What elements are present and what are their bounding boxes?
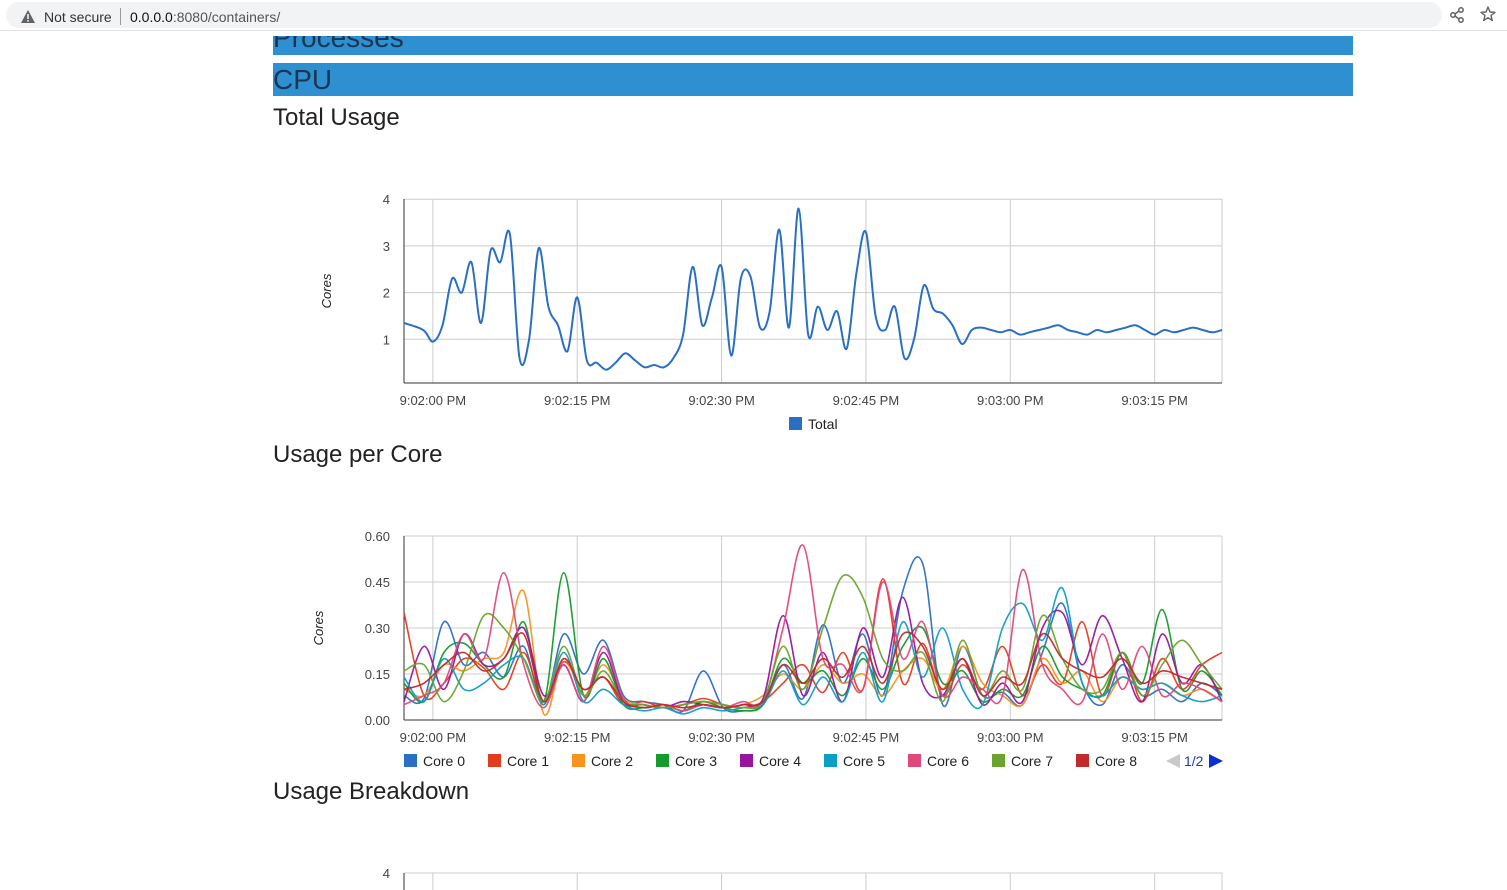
share-icon[interactable] [1450,7,1464,23]
core-x-tick: 9:02:00 PM [400,730,467,745]
core-series-line [403,587,1223,715]
total-y-tick: 2 [383,286,390,301]
core-series-line [403,544,1223,712]
core-series-line [403,596,1223,709]
total-series-line [403,207,1223,371]
url-text[interactable]: 0.0.0.0:8080/containers/ [130,9,280,25]
core-x-tick: 9:02:45 PM [833,730,900,745]
legend-core-swatch[interactable] [992,754,1005,767]
legend-total-label[interactable]: Total [808,416,838,432]
processes-header[interactable]: Processes [273,36,1353,55]
processes-title: Processes [273,36,404,53]
divider [120,8,121,25]
legend-core-swatch[interactable] [824,754,837,767]
legend-core-swatch[interactable] [572,754,585,767]
usage-per-core-title: Usage per Core [273,441,443,468]
legend-page-indicator: 1/2 [1184,753,1204,769]
total-x-tick: 9:03:15 PM [1121,393,1188,408]
legend-core-swatch[interactable] [908,754,921,767]
url-path: :8080/containers/ [172,9,281,25]
usage-breakdown-title: Usage Breakdown [273,778,470,805]
core-y-axis-label: Cores [311,610,326,645]
security-status[interactable]: Not secure [44,9,112,25]
total-x-tick: 9:02:45 PM [833,393,900,408]
legend-core-swatch[interactable] [740,754,753,767]
core-y-tick: 0.00 [365,713,390,728]
usage-breakdown-chart: 4 [383,866,1223,890]
core-y-tick: 0.60 [365,529,390,544]
legend-core-swatch[interactable] [1076,754,1089,767]
legend-core-label[interactable]: Core 0 [423,753,465,769]
breakdown-y-tick: 4 [383,866,390,881]
total-usage-chart: 9:02:00 PM 9:02:15 PM 9:02:30 PM 9:02:45 PM… [319,192,1223,432]
core-y-tick: 0.30 [365,621,390,636]
legend-core-swatch[interactable] [488,754,501,767]
core-x-tick: 9:03:15 PM [1121,730,1188,745]
core-x-tick: 9:02:30 PM [688,730,755,745]
legend-core-label[interactable]: Core 3 [675,753,717,769]
warning-icon[interactable] [21,10,35,23]
total-x-tick: 9:02:00 PM [400,393,467,408]
cpu-header[interactable]: CPU [273,63,1353,96]
total-y-axis-label: Cores [319,273,334,308]
bookmark-star-icon[interactable] [1480,6,1496,22]
usage-per-core-chart: 9:02:00 PM 9:02:15 PM 9:02:30 PM 9:02:45 PM… [311,529,1223,769]
legend-core-label[interactable]: Core 8 [1095,753,1137,769]
legend-core-label[interactable]: Core 2 [591,753,633,769]
legend-core-label[interactable]: Core 1 [507,753,549,769]
legend-prev-arrow-icon[interactable] [1166,754,1180,768]
total-usage-title: Total Usage [273,104,400,131]
core-y-tick: 0.15 [365,667,390,682]
legend-core-swatch[interactable] [656,754,669,767]
legend-total-swatch[interactable] [789,417,802,430]
legend-core-label[interactable]: Core 5 [843,753,885,769]
omnibox[interactable]: Not secure 0.0.0.0:8080/containers/ [6,2,1442,28]
legend-core-label[interactable]: Core 4 [759,753,801,769]
core-series-line [403,631,1223,709]
total-y-tick: 3 [383,239,390,254]
core-x-tick: 9:02:15 PM [544,730,611,745]
url-host: 0.0.0.0 [130,9,173,25]
cpu-title: CPU [273,64,333,95]
legend-core-swatch[interactable] [404,754,417,767]
total-x-tick: 9:03:00 PM [977,393,1044,408]
total-y-tick: 1 [383,332,390,347]
total-y-tick: 4 [383,192,390,207]
core-y-tick: 0.45 [365,575,390,590]
core-x-tick: 9:03:00 PM [977,730,1044,745]
total-x-tick: 9:02:30 PM [688,393,755,408]
legend-core-label[interactable]: Core 6 [927,753,969,769]
legend-next-arrow-icon[interactable] [1209,754,1223,768]
browser-address-bar: Not secure 0.0.0.0:8080/containers/ [0,0,1507,31]
legend-core-label[interactable]: Core 7 [1011,753,1053,769]
total-x-tick: 9:02:15 PM [544,393,611,408]
